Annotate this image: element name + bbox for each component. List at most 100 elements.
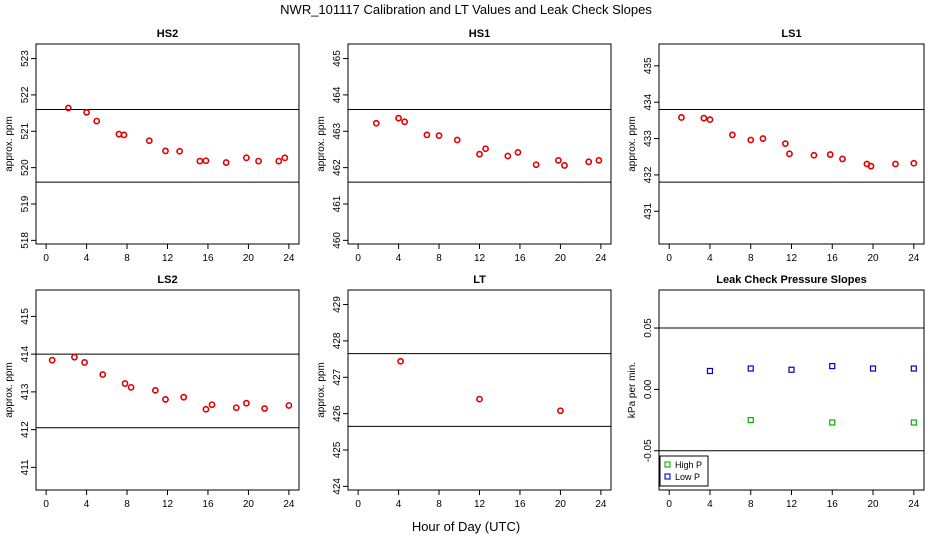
panel-ls2: LS2 approx. ppm 0 4 8 12 16 20 24 411 412 413 414 415 [4, 274, 300, 510]
data-point [145, 137, 153, 145]
data-point [99, 371, 107, 378]
data-point [232, 404, 240, 412]
y-tick-label: -0.05 [643, 439, 654, 462]
panel-ls1: LS1 approx. ppm 0 4 8 12 16 20 24 431 432 433 434 435 [627, 28, 925, 264]
y-tick-label: 432 [643, 166, 654, 183]
y-tick-label: 415 [20, 308, 31, 325]
x-tick-label: 8 [748, 499, 754, 510]
data-point [401, 118, 409, 126]
x-tick-label: 16 [202, 499, 214, 510]
x-tick-label: 4 [396, 253, 402, 264]
x-tick-label: 8 [748, 253, 754, 264]
data-point [93, 117, 101, 125]
x-tick-label: 12 [786, 253, 798, 264]
y-tick-label: 522 [20, 86, 31, 103]
panel-title: HS1 [469, 28, 490, 40]
x-tick-label: 20 [243, 499, 255, 510]
x-tick-label: 8 [436, 499, 442, 510]
data-point [786, 150, 793, 158]
panel-title: LT [473, 274, 486, 286]
panel-hs2: HS2 approx. ppm 0 4 8 12 16 20 24 518 519 520 521 522… [4, 28, 300, 264]
x-tick-label: 24 [595, 499, 607, 510]
y-tick-label: 520 [20, 159, 31, 176]
data-point [222, 159, 230, 166]
x-axis-label: Hour of Day (UTC) [412, 519, 520, 534]
x-tick-label: 4 [707, 499, 713, 510]
data-point [781, 140, 789, 148]
y-tick-label: 461 [332, 195, 343, 212]
legend-label: Low P [675, 472, 700, 482]
data-point [48, 356, 56, 364]
y-tick-label: 519 [20, 195, 31, 212]
y-tick-label: 0.00 [643, 379, 654, 399]
y-axis-label: approx. ppm [627, 116, 638, 172]
data-point [839, 155, 846, 163]
data-point [910, 419, 917, 426]
y-tick-label: 521 [20, 122, 31, 139]
data-point [910, 365, 917, 372]
panel-frame [35, 43, 300, 245]
x-tick-label: 24 [595, 253, 607, 264]
data-point [208, 401, 216, 409]
x-tick-label: 0 [666, 253, 672, 264]
panel-frame [347, 43, 612, 245]
x-tick-label: 20 [555, 499, 567, 510]
y-tick-label: 431 [643, 202, 654, 219]
data-point [561, 162, 568, 169]
series-values [64, 104, 289, 166]
series-values [48, 353, 293, 413]
y-axis-label: approx. ppm [316, 362, 327, 418]
x-tick-label: 8 [124, 499, 130, 510]
data-point [810, 151, 818, 159]
data-point [435, 132, 443, 140]
panel-title: LS1 [781, 28, 801, 40]
panels: HS2 approx. ppm 0 4 8 12 16 20 24 518 519 520 521 522… [4, 28, 925, 510]
data-point [759, 135, 767, 142]
y-tick-label: 425 [332, 441, 343, 458]
data-point [162, 396, 169, 403]
x-tick-label: 0 [355, 499, 361, 510]
legend-marker [664, 473, 671, 480]
y-tick-label: 465 [332, 50, 343, 67]
x-tick-label: 4 [84, 253, 90, 264]
data-point [747, 365, 754, 372]
x-tick-label: 20 [867, 253, 879, 264]
data-point [81, 359, 88, 366]
data-point [728, 131, 736, 139]
data-point [281, 154, 289, 162]
x-tick-label: 0 [43, 253, 49, 264]
data-point [372, 119, 380, 127]
data-point [476, 150, 483, 158]
legend-marker [664, 461, 671, 468]
data-point [678, 114, 685, 121]
y-tick-label: 428 [332, 332, 343, 349]
data-point [202, 405, 210, 413]
y-tick-label: 463 [332, 122, 343, 139]
series-low-p [706, 362, 917, 375]
data-point [242, 154, 250, 162]
x-tick-label: 24 [908, 499, 920, 510]
x-tick-label: 8 [436, 253, 442, 264]
data-point [747, 416, 754, 424]
data-point [395, 114, 402, 122]
panel-title: HS2 [157, 28, 178, 40]
x-tick-label: 12 [474, 253, 486, 264]
x-tick-label: 4 [396, 499, 402, 510]
y-axis-label: kPa per min. [627, 362, 638, 418]
data-point [255, 157, 262, 165]
x-tick-label: 16 [202, 253, 214, 264]
x-tick-label: 0 [355, 253, 361, 264]
data-point [867, 162, 875, 170]
data-point [285, 402, 293, 409]
panel-frame [658, 43, 925, 245]
data-point [162, 147, 169, 155]
x-tick-label: 20 [867, 499, 879, 510]
y-tick-label: 429 [332, 296, 343, 313]
y-tick-label: 518 [20, 232, 31, 249]
series-values [397, 357, 564, 415]
series-values [678, 114, 918, 170]
x-tick-label: 12 [162, 253, 174, 264]
y-tick-label: 414 [20, 345, 31, 362]
data-point [829, 362, 836, 370]
data-point [423, 131, 431, 139]
